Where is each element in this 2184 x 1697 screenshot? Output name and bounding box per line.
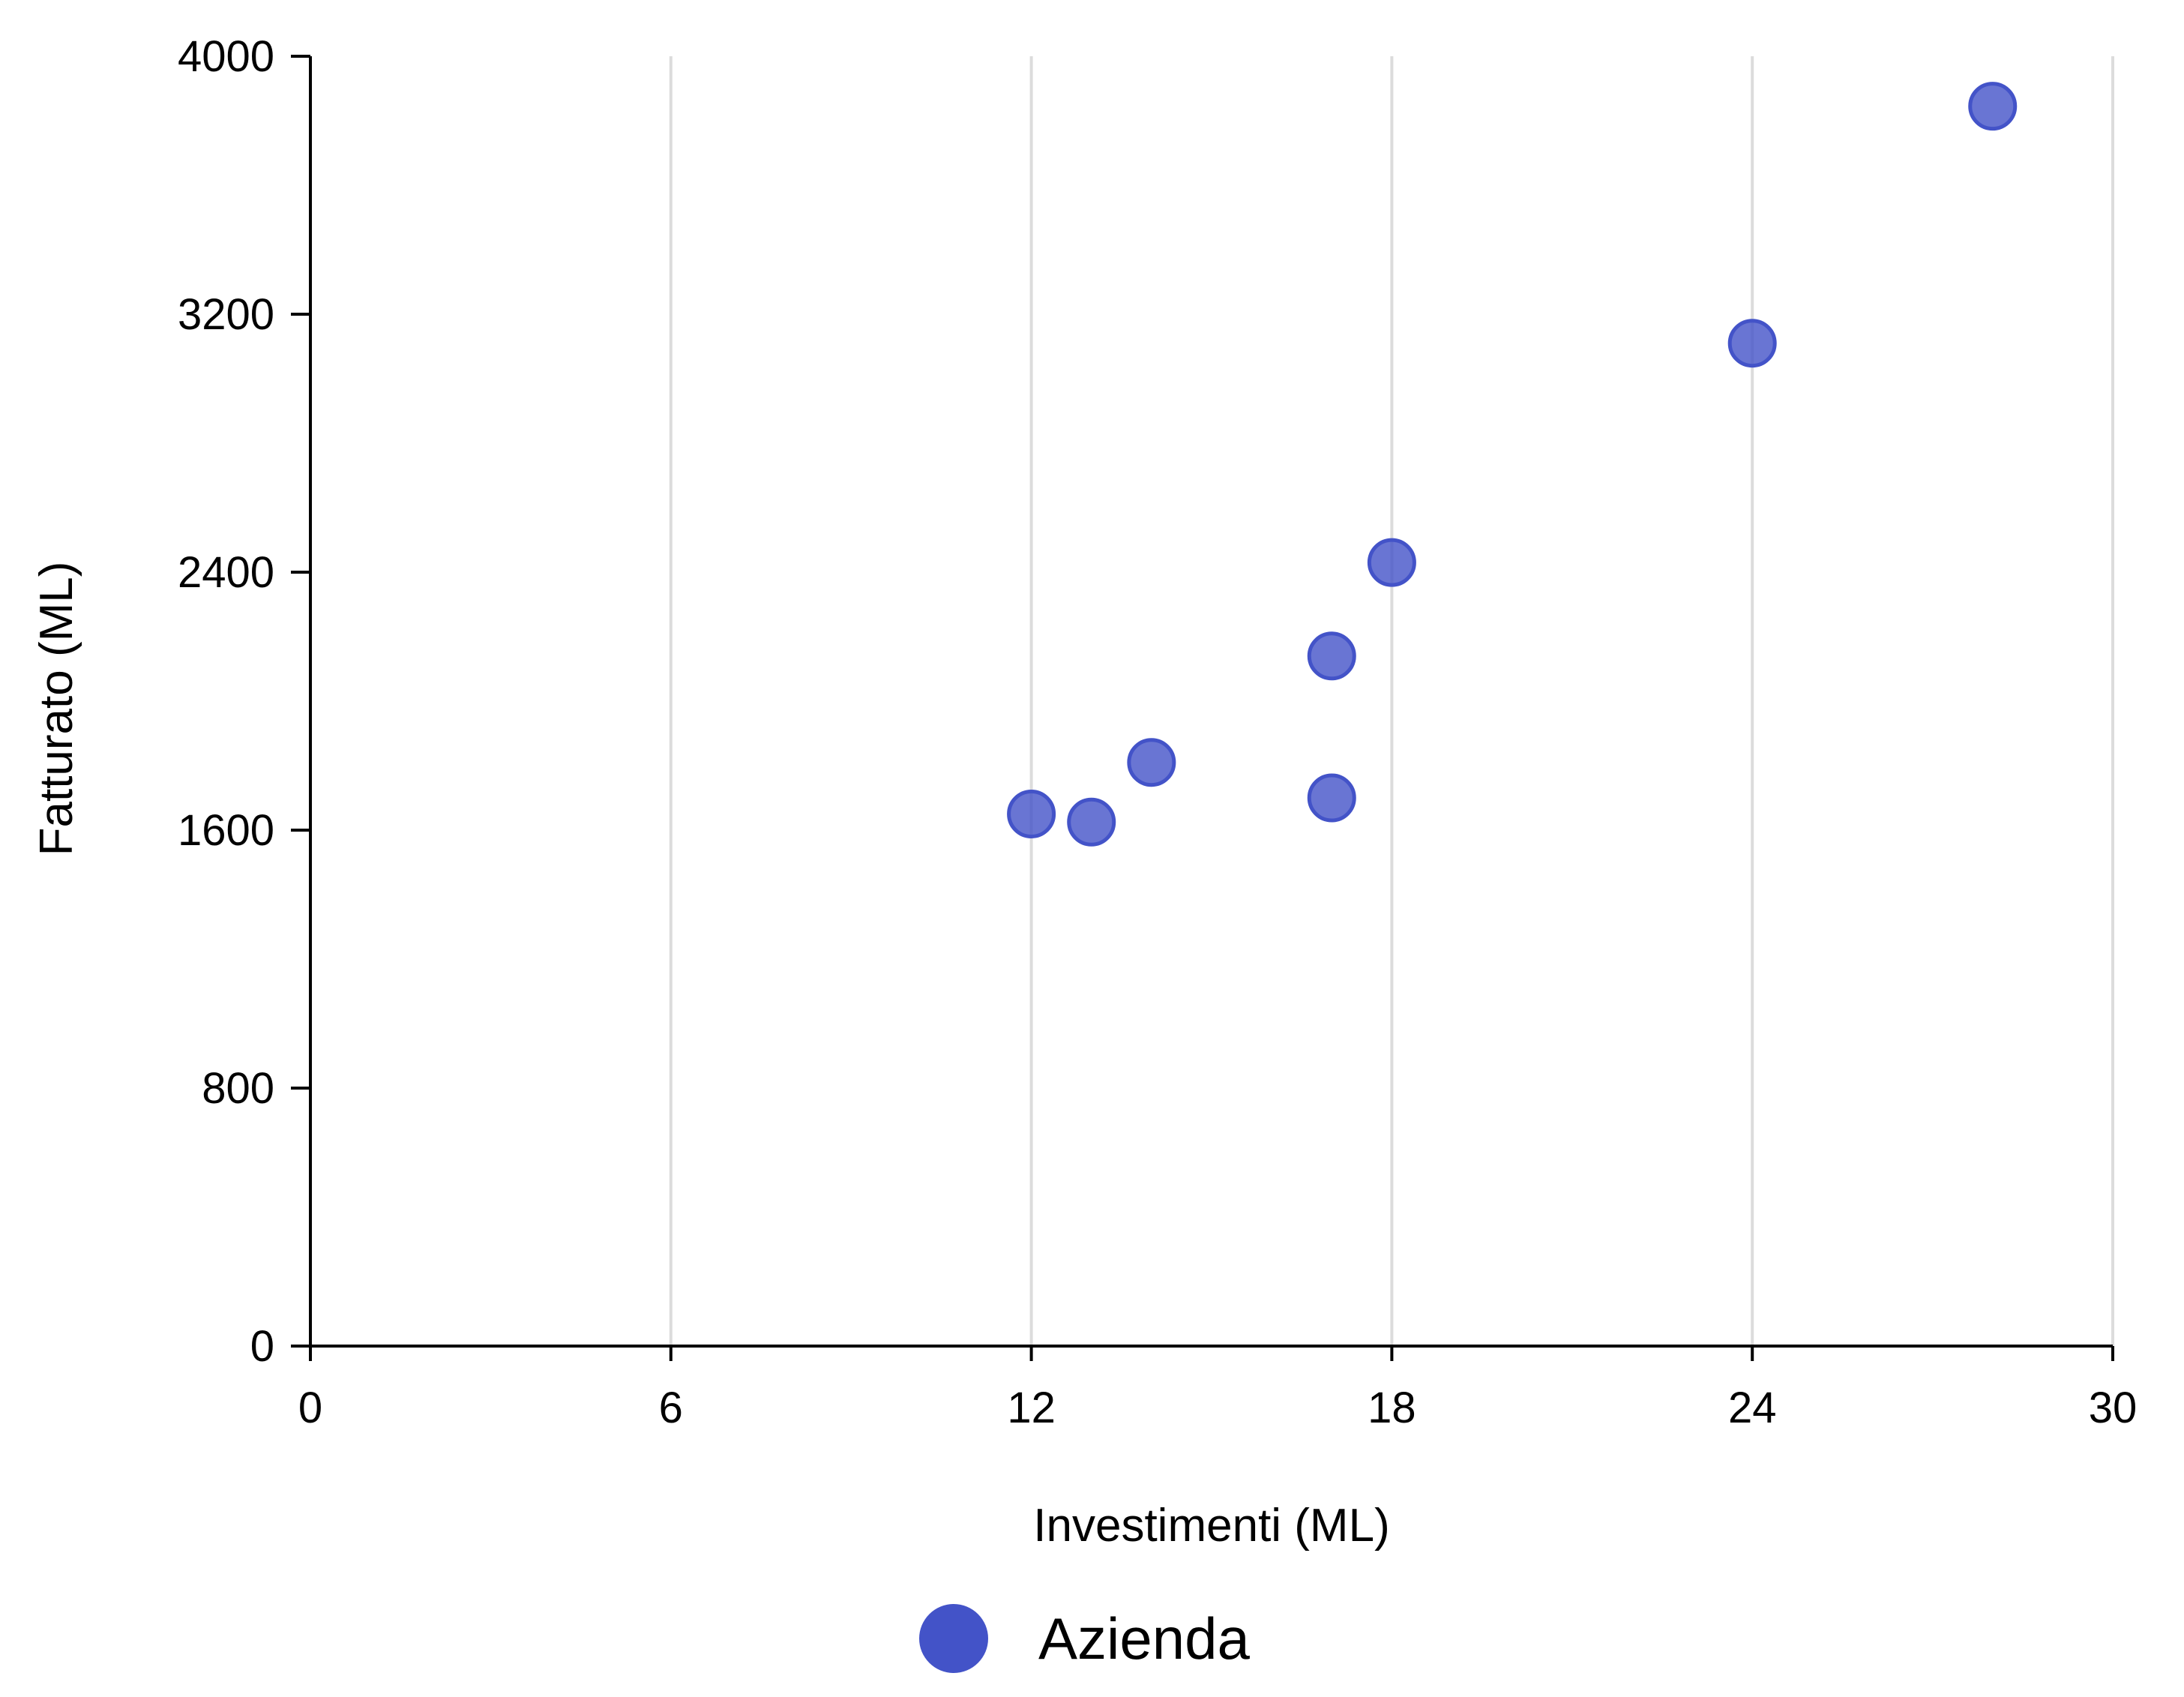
legend-label-azienda: Azienda [1038,1606,1250,1672]
data-point-1 [1007,790,1056,838]
x-axis-title: Investimenti (ML) [1033,1500,1389,1552]
x-tick-label-18: 18 [1368,1384,1416,1432]
y-tick-label-3200: 3200 [178,290,274,339]
y-tick-label-0: 0 [250,1322,274,1371]
x-tick-label-30: 30 [2089,1384,2138,1432]
x-tick-label-24: 24 [1728,1384,1777,1432]
y-tick-label-2400: 2400 [178,548,274,597]
data-point-7 [1727,319,1777,368]
data-point-8 [1968,82,2018,131]
axes [291,55,2114,1361]
x-tick-label-0: 0 [298,1384,322,1432]
y-tick-label-1600: 1600 [178,806,274,855]
data-points [1007,82,2018,847]
data-point-2 [1067,797,1116,847]
data-point-4 [1307,773,1356,823]
legend: Azienda [919,1604,1250,1673]
x-tick-label-12: 12 [1007,1384,1056,1432]
data-point-5 [1307,631,1356,681]
x-tick-label-6: 6 [659,1384,683,1432]
y-tick-label-800: 800 [202,1064,274,1113]
data-point-6 [1367,538,1416,587]
y-tick-label-4000: 4000 [178,32,274,81]
data-point-3 [1127,738,1176,787]
legend-marker-azienda [919,1604,988,1673]
tick-labels: 0 6 12 18 24 30 0 800 1600 2400 3200 4000 [178,32,2137,1432]
grid-lines [669,56,2114,1346]
y-axis-title: Fatturato (ML) [31,562,82,856]
